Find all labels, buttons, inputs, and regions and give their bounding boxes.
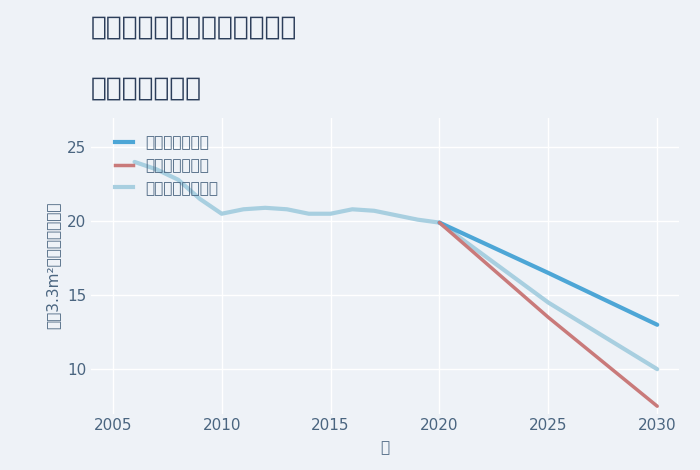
X-axis label: 年: 年 bbox=[380, 440, 390, 455]
Text: 奈良県山辺郡山添村西波多の: 奈良県山辺郡山添村西波多の bbox=[91, 14, 298, 40]
Text: 土地の価格推移: 土地の価格推移 bbox=[91, 75, 202, 101]
Y-axis label: 平（3.3m²）単価（万円）: 平（3.3m²）単価（万円） bbox=[45, 202, 60, 329]
Legend: グッドシナリオ, バッドシナリオ, ノーマルシナリオ: グッドシナリオ, バッドシナリオ, ノーマルシナリオ bbox=[111, 131, 223, 201]
